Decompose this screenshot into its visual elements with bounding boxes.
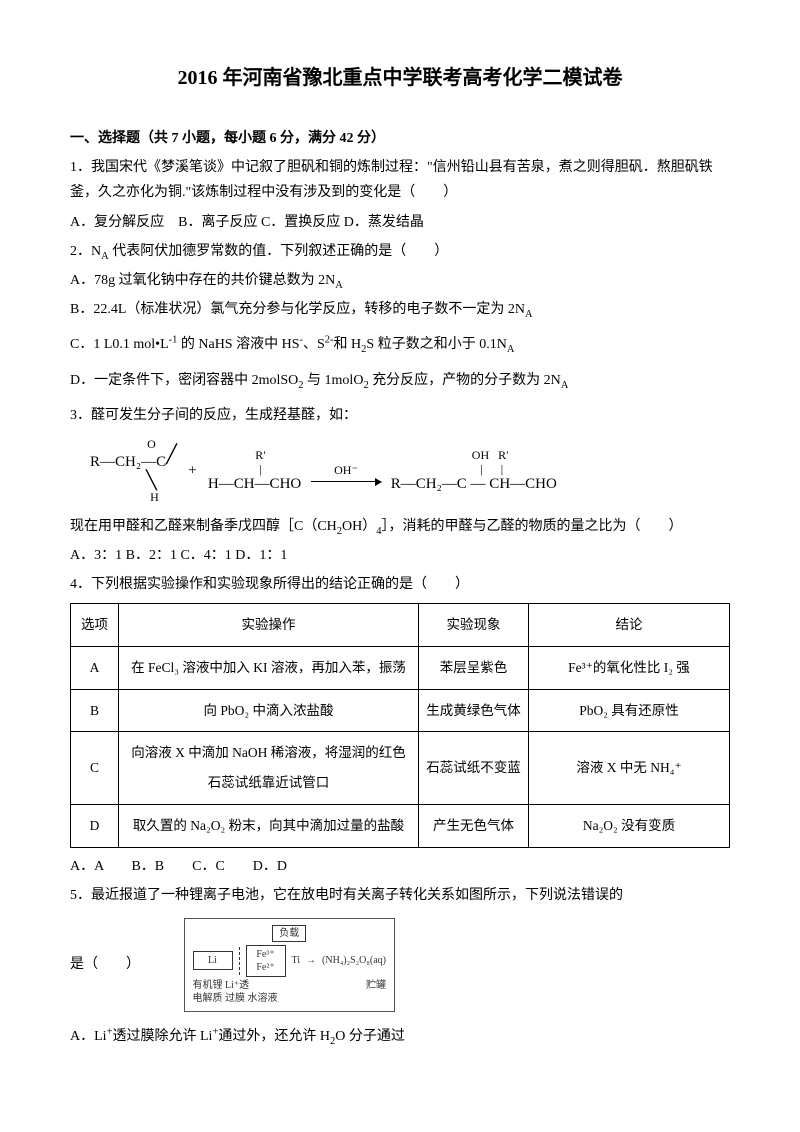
q4-table: 选项 实验操作 实验现象 结论 A 在 FeCl₃ 溶液中加入 KI 溶液，再加… [70, 603, 730, 847]
cell-ph: 石蕊试纸不变蓝 [419, 732, 529, 804]
cell-op: 向 PbO₂ 中滴入浓盐酸 [119, 689, 419, 732]
table-row: A 在 FeCl₃ 溶液中加入 KI 溶液，再加入苯，振荡 苯层呈紫色 Fe³⁺… [71, 647, 730, 690]
th-operation: 实验操作 [119, 604, 419, 647]
q2-optD: D．一定条件下，密闭容器中 2molSO2 与 1molO2 充分反应，产物的分… [70, 368, 730, 393]
reactant-2: R′ | H—CH—CHO [208, 449, 301, 492]
section-heading: 一、选择题（共 7 小题，每小题 6 分，满分 42 分） [70, 126, 730, 151]
q5-circuit-diagram: 负载 Li Fe³⁺ Fe²⁺ Ti → (NH₄)₂S₂O₈(aq) 有机锂 … [184, 918, 395, 1012]
table-body: A 在 FeCl₃ 溶液中加入 KI 溶液，再加入苯，振荡 苯层呈紫色 Fe³⁺… [71, 647, 730, 847]
q2c-5: S 粒子数之和小于 0.1N [366, 337, 506, 352]
q2c-1: C．1 L0.1 mol•L [70, 337, 169, 352]
q5-prefix: 是（ ） [70, 957, 140, 972]
table-row: D 取久置的 Na₂O₂ 粉末，向其中滴加过量的盐酸 产生无色气体 Na₂O₂ … [71, 804, 730, 847]
q3-options: A．3：1 B．2：1 C．4：1 D．1：1 [70, 543, 730, 568]
q2-stem: 2．NA 代表阿伏加德罗常数的值．下列叙述正确的是（ ） [70, 239, 730, 264]
q5-stem: 5．最近报道了一种锂离子电池，它在放电时有关离子转化关系如图所示，下列说法错误的 [70, 883, 730, 908]
table-header-row: 选项 实验操作 实验现象 结论 [71, 604, 730, 647]
q2c-2: 的 NaHS 溶液中 HS [177, 337, 299, 352]
q5a-2: 透过膜除允许 Li [112, 1029, 212, 1044]
th-phenomenon: 实验现象 [419, 604, 529, 647]
q2-optC: C．1 L0.1 mol•L-1 的 NaHS 溶液中 HS-、S2-和 H2S… [70, 332, 730, 357]
cell-op: 在 FeCl₃ 溶液中加入 KI 溶液，再加入苯，振荡 [119, 647, 419, 690]
q3s2-1: 现在用甲醛和乙醛来制备季戊四醇［C（CH [70, 519, 337, 534]
q5a-1: A．Li [70, 1029, 107, 1044]
table-row: C 向溶液 X 中滴加 NaOH 稀溶液，将湿润的红色石蕊试纸靠近试管口 石蕊试… [71, 732, 730, 804]
q2a-text: A．78g 过氧化钠中存在的共价键总数为 2N [70, 273, 335, 288]
cell-co: Fe³⁺的氧化性比 I₂ 强 [529, 647, 730, 690]
q5a-4: O 分子通过 [335, 1029, 405, 1044]
q2-optA: A．78g 过氧化钠中存在的共价键总数为 2NA [70, 268, 730, 293]
cell-opt: D [71, 804, 119, 847]
page-title: 2016 年河南省豫北重点中学联考高考化学二模试卷 [70, 60, 730, 96]
fe2-label: Fe²⁺ [256, 962, 274, 973]
q2d-3: 充分反应，产物的分子数为 2N [369, 373, 561, 388]
q4-options: A．A B．B C．C D．D [70, 854, 730, 879]
cell-co: PbO₂ 具有还原性 [529, 689, 730, 732]
cell-co: 溶液 X 中无 NH₄⁺ [529, 732, 730, 804]
q2-stem-b: 代表阿伏加德罗常数的值．下列叙述正确的是（ ） [109, 244, 449, 259]
cell-ph: 产生无色气体 [419, 804, 529, 847]
q3s2-2: OH） [342, 519, 376, 534]
cell-opt: B [71, 689, 119, 732]
cell-op: 取久置的 Na₂O₂ 粉末，向其中滴加过量的盐酸 [119, 804, 419, 847]
q2-stem-a: 2．N [70, 244, 101, 259]
table-row: B 向 PbO₂ 中滴入浓盐酸 生成黄绿色气体 PbO₂ 具有还原性 [71, 689, 730, 732]
circuit-ti: Ti [292, 954, 301, 967]
cell-opt: A [71, 647, 119, 690]
q2c-4: 和 H [334, 337, 362, 352]
plus-sign: + [188, 462, 196, 478]
th-option: 选项 [71, 604, 119, 647]
q5-line2: 是（ ） 负载 Li Fe³⁺ Fe²⁺ Ti → (NH₄)₂S₂O₈(aq)… [70, 912, 730, 1018]
q2-optB: B．22.4L（标准状况）氯气充分参与化学反应，转移的电子数不一定为 2NA [70, 297, 730, 322]
q1-options: A．复分解反应 B．离子反应 C．置换反应 D．蒸发结晶 [70, 210, 730, 235]
q2d-2: 与 1molO [304, 373, 364, 388]
q2c-3: 、S [303, 337, 325, 352]
q2b-sub: A [525, 309, 533, 320]
cell-co: Na₂O₂ 没有变质 [529, 804, 730, 847]
cell-opt: C [71, 732, 119, 804]
cell-op: 向溶液 X 中滴加 NaOH 稀溶液，将湿润的红色石蕊试纸靠近试管口 [119, 732, 419, 804]
circuit-note2: 电解质 过膜 水溶液 [193, 992, 278, 1005]
q1-stem: 1．我国宋代《梦溪笔谈》中记叙了胆矾和铜的炼制过程："信州铅山县有苦泉，煮之则得… [70, 155, 730, 205]
circuit-sol: (NH₄)₂S₂O₈(aq) [322, 954, 386, 967]
q3s2-3: ］，消耗的甲醛与乙醛的物质的量之比为（ ） [382, 519, 683, 534]
q4-stem: 4．下列根据实验操作和实验现象所得出的结论正确的是（ ） [70, 572, 730, 597]
reactant-1: O R—CH₂—C╱ ╲ H [90, 438, 177, 504]
reaction-arrow: OH⁻ [311, 460, 381, 483]
q2a-sub: A [335, 280, 343, 291]
circuit-li: Li [193, 951, 233, 970]
fe3-label: Fe³⁺ [256, 949, 274, 960]
q2-stem-sub: A [101, 251, 109, 262]
product: OH R′ | | R—CH₂—C — CH—CHO [391, 449, 557, 492]
q2c-s5: A [507, 344, 515, 355]
q2d-1: D．一定条件下，密闭容器中 2molSO [70, 373, 298, 388]
cell-ph: 苯层呈紫色 [419, 647, 529, 690]
q2b-text: B．22.4L（标准状况）氯气充分参与化学反应，转移的电子数不一定为 2N [70, 302, 525, 317]
cell-ph: 生成黄绿色气体 [419, 689, 529, 732]
q3-stem2: 现在用甲醛和乙醛来制备季戊四醇［C（CH2OH）4］，消耗的甲醛与乙醛的物质的量… [70, 514, 730, 539]
circuit-chu: 贮罐 [366, 979, 386, 992]
q3-stem: 3．醛可发生分子间的反应，生成羟基醛，如： [70, 403, 730, 428]
circuit-load: 负载 [272, 925, 306, 942]
circuit-note1: 有机锂 Li⁺透 [193, 979, 250, 992]
q3-reaction: O R—CH₂—C╱ ╲ H + R′ | H—CH—CHO OH⁻ OH R′… [90, 438, 730, 504]
arrow-label: OH⁻ [311, 460, 381, 482]
circuit-fe: Fe³⁺ Fe²⁺ [246, 945, 286, 977]
q2d-s3: A [561, 379, 569, 390]
th-conclusion: 结论 [529, 604, 730, 647]
q2c-s3: 2- [325, 335, 334, 346]
q5-optA: A．Li+透过膜除允许 Li+通过外，还允许 H2O 分子通过 [70, 1024, 730, 1049]
q5a-3: 通过外，还允许 H [218, 1029, 330, 1044]
